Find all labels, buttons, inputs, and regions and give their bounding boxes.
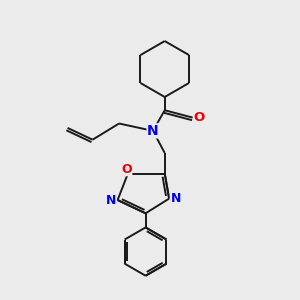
Text: N: N [170,192,181,205]
Text: N: N [106,194,116,207]
Text: O: O [121,163,132,176]
Text: N: N [147,124,159,138]
Text: O: O [194,111,205,124]
